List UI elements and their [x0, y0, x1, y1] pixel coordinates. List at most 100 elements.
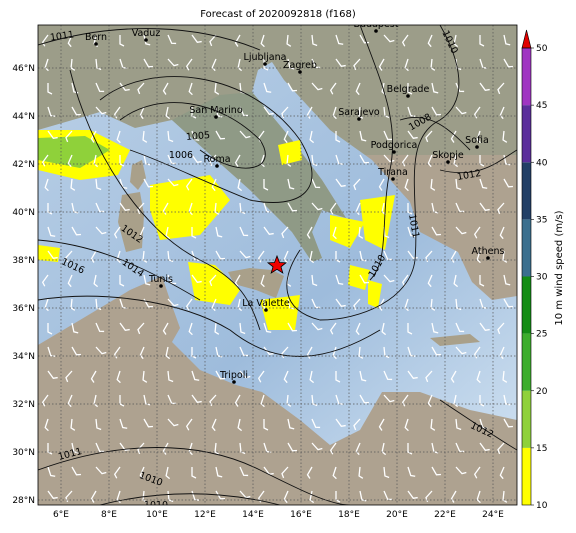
wind-barb: [455, 82, 465, 93]
wind-barb: [47, 250, 58, 259]
wind-barb: [450, 490, 457, 503]
wind-barb: [95, 82, 105, 93]
wind-barb: [90, 250, 97, 263]
wind-barb: [455, 418, 462, 431]
wind-barb: [476, 370, 481, 384]
wind-barb: [311, 154, 318, 167]
wind-barb: [119, 202, 130, 211]
wind-barb: [355, 442, 361, 456]
crete: [430, 334, 480, 346]
wind-barb: [431, 106, 442, 116]
isobar-label: 1011: [406, 213, 421, 239]
wind-barb: [383, 370, 393, 381]
wind-barb: [407, 443, 413, 455]
wind-barb: [95, 346, 107, 355]
colorbar-tick-label: 30: [536, 273, 548, 283]
wind-barb: [67, 274, 73, 288]
wind-barb: [499, 346, 505, 360]
city-label: Ljubljana: [244, 52, 287, 63]
wind-barb: [188, 322, 193, 336]
wind-barb: [431, 346, 442, 356]
wind-barb: [378, 58, 385, 71]
wind-barb: [165, 106, 171, 120]
city-label: Sarajevo: [338, 107, 380, 118]
wind-barb: [47, 106, 56, 117]
city-label: Skopje: [432, 150, 464, 161]
colorbar-tick-label: 35: [536, 215, 547, 225]
wind-barb: [116, 490, 121, 504]
wind-barb: [502, 490, 508, 503]
isobar-label: 1006: [169, 150, 193, 161]
wind-barb: [215, 466, 223, 478]
wind-barb: [499, 226, 505, 240]
lon-label: 22°E: [434, 510, 456, 520]
wind-barb: [143, 178, 154, 188]
wind-barb: [306, 106, 313, 119]
wind-barb: [67, 394, 73, 408]
wind-barb: [191, 467, 197, 479]
wind-barb: [95, 202, 105, 213]
wind-barb: [281, 466, 289, 479]
city-label: Bern: [85, 32, 107, 43]
wind-barb: [401, 34, 409, 47]
wind-barb: [113, 106, 121, 119]
wind-barb: [329, 82, 337, 95]
wind-barb: [185, 418, 193, 431]
wind-barb: [306, 346, 313, 359]
wind-barb: [378, 178, 385, 191]
wind-barb: [263, 106, 274, 115]
wind-barb: [335, 298, 346, 307]
wind-barb: [44, 58, 49, 72]
wind-barb: [263, 82, 272, 93]
wind-barb: [90, 370, 97, 383]
wind-barb: [311, 322, 323, 331]
colorbar-segment: [522, 390, 531, 448]
wind-barb: [167, 58, 179, 67]
wind-barb: [234, 154, 241, 167]
wind-barb: [44, 178, 49, 192]
wind-barb: [407, 250, 418, 259]
city-dot: [215, 164, 219, 168]
wind-barb: [473, 106, 481, 119]
wind-barb: [329, 202, 337, 215]
wind-barb: [47, 346, 56, 357]
wind-barb: [502, 370, 508, 383]
wind-barb: [404, 178, 409, 192]
city-dot: [475, 145, 479, 149]
city-label: Roma: [203, 154, 230, 165]
wind-barb: [188, 82, 193, 96]
wind-barb: [281, 346, 289, 359]
wind-barb: [239, 466, 249, 477]
city-dot: [264, 308, 268, 312]
city-label: Belgrade: [387, 84, 430, 95]
lat-label: 40°N: [12, 208, 35, 218]
city-dot: [357, 117, 361, 121]
wind-barb: [479, 322, 490, 331]
wind-barb: [71, 346, 82, 356]
wind-barb: [479, 35, 485, 47]
wind-barb: [65, 490, 73, 503]
wind-barb: [358, 466, 364, 479]
wind-barb: [167, 418, 179, 427]
wind-barb: [95, 466, 107, 475]
wind-barb: [214, 322, 220, 335]
wind-barb: [162, 322, 169, 335]
wind-barb: [335, 371, 341, 383]
wind-barb: [407, 203, 413, 215]
wind-barb: [215, 250, 226, 260]
colorbar-segment: [522, 333, 531, 391]
wind-barb: [407, 130, 418, 139]
wind-barb: [383, 274, 395, 283]
city-dot: [263, 62, 267, 66]
wind-barb: [359, 370, 367, 382]
wind-barb: [335, 418, 346, 427]
wind-barb: [431, 466, 442, 476]
wind-barb: [502, 250, 508, 263]
wind-barb: [286, 34, 292, 47]
wind-barb: [281, 226, 289, 239]
wind-barb: [503, 418, 514, 428]
wind-barb: [359, 34, 370, 44]
colorbar-tick-label: 50: [536, 44, 548, 54]
wind-barb: [119, 322, 130, 331]
city-dot: [232, 380, 236, 384]
